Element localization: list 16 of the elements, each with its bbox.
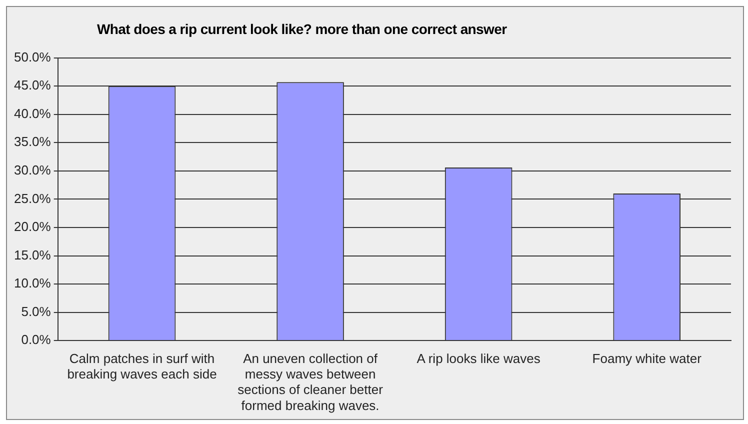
y-tick-label: 50.0% bbox=[14, 49, 52, 64]
x-tick-label: An uneven collection of messy waves between sections of cleaner better formed breaking waves. bbox=[238, 350, 384, 413]
y-tick-label: 5.0% bbox=[21, 304, 52, 319]
y-tick-label: 10.0% bbox=[14, 276, 52, 291]
x-tick-label: Calm patches in surf with breaking waves each side bbox=[67, 350, 217, 382]
y-tick-label: 20.0% bbox=[14, 219, 52, 234]
y-tick-label: 30.0% bbox=[14, 162, 52, 178]
y-tick-label: 45.0% bbox=[14, 78, 52, 93]
y-tick-label: 15.0% bbox=[14, 247, 52, 262]
x-tick-label: Foamy white water bbox=[592, 350, 702, 366]
chart-title: What does a rip current look like? more than one correct answer bbox=[97, 21, 507, 37]
y-tick-label: 0.0% bbox=[21, 332, 52, 348]
x-tick-label: A rip looks like waves bbox=[416, 350, 541, 366]
y-tick-label: 25.0% bbox=[14, 190, 52, 206]
y-tick-label: 40.0% bbox=[14, 106, 52, 121]
y-tick-label: 35.0% bbox=[14, 134, 52, 150]
